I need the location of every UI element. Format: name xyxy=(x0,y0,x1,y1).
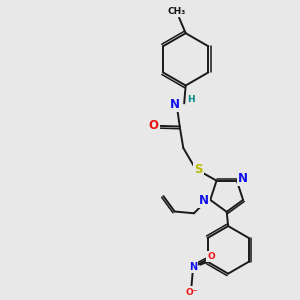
Text: O: O xyxy=(207,252,215,261)
Text: N: N xyxy=(189,262,197,272)
Text: S: S xyxy=(194,163,203,176)
Text: CH₃: CH₃ xyxy=(167,7,185,16)
Text: O⁻: O⁻ xyxy=(185,288,198,297)
Text: N: N xyxy=(238,172,248,185)
Text: N: N xyxy=(199,194,209,207)
Text: N: N xyxy=(170,98,180,111)
Text: O: O xyxy=(149,119,159,132)
Text: H: H xyxy=(187,95,194,104)
